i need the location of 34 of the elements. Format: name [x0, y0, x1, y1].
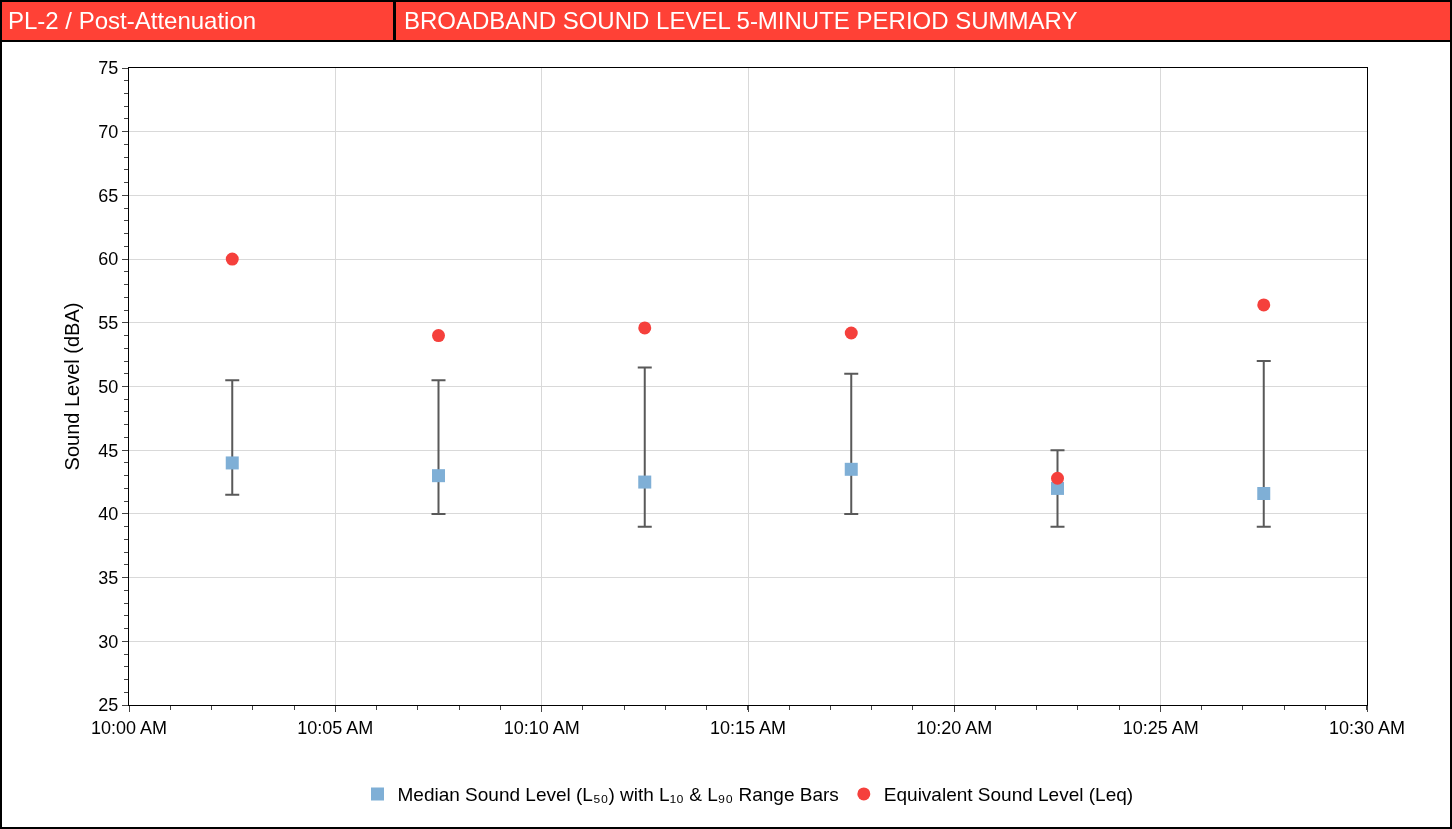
x-tick-label: 10:15 AM [709, 717, 787, 738]
chart-subtitle: PL-2 / Post-Attenuation [2, 2, 396, 40]
y-tick-label: 35 [98, 567, 119, 588]
point [432, 329, 445, 343]
point [432, 469, 445, 483]
x-tick-label: 10:30 AM [1328, 717, 1406, 738]
chart-title: BROADBAND SOUND LEVEL 5-MINUTE PERIOD SUMMARY [404, 6, 1078, 36]
x-tick-label: 10:10 AM [503, 717, 580, 738]
y-tick-label: 25 [98, 695, 119, 716]
point [1257, 298, 1271, 312]
y-tick-label: 75 [98, 58, 119, 79]
y-tick-label: 50 [98, 376, 119, 397]
x-tick-label: 10:05 AM [297, 717, 374, 738]
y-tick-label: 55 [98, 313, 119, 334]
point [225, 456, 239, 470]
y-axis-title: Sound Level (dBA) [61, 302, 83, 471]
x-tick-label: 10:20 AM [916, 717, 993, 738]
point [638, 321, 652, 335]
point [1051, 471, 1064, 485]
y-tick-label: 60 [98, 249, 119, 270]
y-tick-label: 70 [98, 122, 119, 142]
point [225, 252, 239, 266]
point [638, 475, 652, 489]
point [844, 326, 858, 340]
y-tick-label: 30 [98, 631, 119, 652]
legend-label: Equivalent Sound Level (Leq) [883, 784, 1134, 806]
x-tick-label: 10:00 AM [90, 717, 168, 738]
y-tick-label: 45 [98, 440, 119, 461]
x-tick-label: 10:25 AM [1122, 717, 1199, 738]
y-tick-label: 65 [98, 185, 119, 206]
point [844, 462, 858, 476]
y-tick-label: 40 [98, 504, 119, 525]
point [1257, 487, 1271, 501]
legend-label: Median Sound Level (L₅₀) with L₁₀ & L₉₀ Range Bars [397, 784, 839, 806]
